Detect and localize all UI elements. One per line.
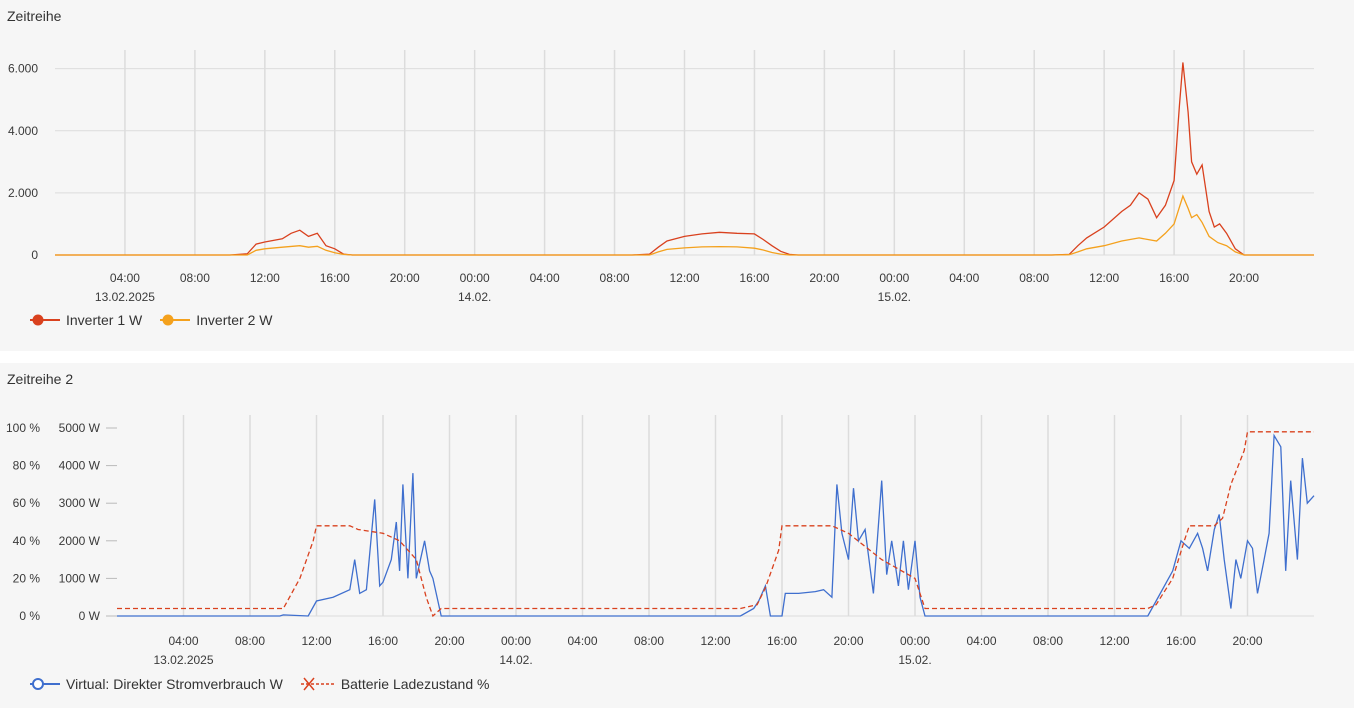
y-tick-label-right: 5000 W bbox=[59, 421, 101, 435]
y-tick-label-right: 0 W bbox=[79, 609, 101, 623]
legend-marker-icon bbox=[300, 677, 335, 691]
legend-label: Virtual: Direkter Stromverbrauch W bbox=[66, 676, 283, 692]
chart-1-legend: Inverter 1 W Inverter 2 W bbox=[30, 312, 291, 328]
y-tick-label-left: 40 % bbox=[13, 534, 41, 548]
legend-label: Inverter 1 W bbox=[66, 312, 143, 328]
legend-item-inverter1[interactable]: Inverter 1 W bbox=[30, 312, 142, 328]
chart-panel-2: Zeitreihe 2 04:00 13.02.2025 08:00 12:00 16:… bbox=[0, 363, 1354, 708]
chart-title: Zeitreihe bbox=[7, 8, 62, 24]
x-tick-sublabel: 15.02. bbox=[878, 290, 911, 304]
chart-1-plot: 04:00 13.02.2025 08:00 12:00 16:00 20:00 00:00… bbox=[8, 50, 1314, 304]
legend-label: Inverter 2 W bbox=[196, 312, 273, 328]
x-tick-label: 16:00 bbox=[1159, 271, 1189, 285]
legend-item-inverter2[interactable]: Inverter 2 W bbox=[160, 312, 273, 328]
x-tick-label: 00:00 bbox=[460, 271, 490, 285]
y-tick-label: 4.000 bbox=[8, 124, 38, 138]
y-tick-label-left: 100 % bbox=[6, 421, 40, 435]
x-tick-label: 16:00 bbox=[1166, 634, 1196, 648]
x-tick-label: 08:00 bbox=[600, 271, 630, 285]
x-tick-label: 12:00 bbox=[1089, 271, 1119, 285]
chart-2-plot: 04:00 13.02.2025 08:00 12:00 16:00 20:00 00:00… bbox=[6, 415, 1315, 667]
x-tick-label: 20:00 bbox=[1232, 634, 1262, 648]
legend-marker-icon bbox=[160, 314, 191, 326]
x-tick-sublabel: 13.02.2025 bbox=[153, 653, 213, 667]
series-line-1 bbox=[117, 433, 1315, 617]
legend-item-direct-consumption[interactable]: Virtual: Direkter Stromverbrauch W bbox=[30, 676, 283, 692]
y-tick-label-right: 3000 W bbox=[59, 496, 101, 510]
x-tick-label: 04:00 bbox=[530, 271, 560, 285]
x-tick-label: 04:00 bbox=[168, 634, 198, 648]
legend-label: Batterie Ladezustand % bbox=[340, 676, 490, 692]
legend-item-battery-soc[interactable]: Batterie Ladezustand % bbox=[300, 676, 490, 692]
x-tick-label: 08:00 bbox=[180, 271, 210, 285]
x-tick-label: 04:00 bbox=[110, 271, 140, 285]
x-tick-label: 04:00 bbox=[567, 634, 597, 648]
x-tick-label: 16:00 bbox=[368, 634, 398, 648]
x-tick-sublabel: 13.02.2025 bbox=[95, 290, 155, 304]
x-tick-label: 00:00 bbox=[900, 634, 930, 648]
legend-marker-icon bbox=[30, 314, 60, 326]
x-tick-label: 20:00 bbox=[809, 271, 839, 285]
x-tick-label: 04:00 bbox=[966, 634, 996, 648]
x-tick-label: 12:00 bbox=[1099, 634, 1129, 648]
x-tick-label: 00:00 bbox=[879, 271, 909, 285]
x-tick-label: 12:00 bbox=[669, 271, 699, 285]
x-tick-label: 12:00 bbox=[700, 634, 730, 648]
x-tick-sublabel: 15.02. bbox=[898, 653, 931, 667]
y-tick-label-right: 2000 W bbox=[59, 534, 101, 548]
y-tick-label-left: 20 % bbox=[13, 571, 41, 585]
x-tick-label: 16:00 bbox=[320, 271, 350, 285]
x-tick-label: 08:00 bbox=[1033, 634, 1063, 648]
x-tick-sublabel: 14.02. bbox=[458, 290, 491, 304]
x-tick-label: 20:00 bbox=[390, 271, 420, 285]
x-tick-label: 00:00 bbox=[501, 634, 531, 648]
legend-marker-icon bbox=[30, 678, 60, 690]
y-tick-label: 6.000 bbox=[8, 62, 38, 76]
x-tick-label: 16:00 bbox=[767, 634, 797, 648]
x-tick-label: 08:00 bbox=[1019, 271, 1049, 285]
y-tick-label: 0 bbox=[31, 248, 38, 262]
x-tick-label: 08:00 bbox=[634, 634, 664, 648]
x-tick-label: 08:00 bbox=[235, 634, 265, 648]
series-line-2 bbox=[117, 431, 1314, 618]
chart-2-legend: Virtual: Direkter Stromverbrauch W Batte… bbox=[30, 676, 507, 692]
y-tick-label-left: 60 % bbox=[13, 496, 41, 510]
x-tick-label: 20:00 bbox=[833, 634, 863, 648]
x-tick-label: 16:00 bbox=[739, 271, 769, 285]
y-tick-label-right: 1000 W bbox=[59, 571, 101, 585]
y-tick-label-right: 4000 W bbox=[59, 459, 101, 473]
x-tick-sublabel: 14.02. bbox=[499, 653, 532, 667]
x-tick-label: 12:00 bbox=[250, 271, 280, 285]
x-tick-label: 20:00 bbox=[1229, 271, 1259, 285]
x-tick-label: 04:00 bbox=[949, 271, 979, 285]
x-tick-label: 20:00 bbox=[434, 634, 464, 648]
y-tick-label-left: 80 % bbox=[13, 459, 41, 473]
chart-title: Zeitreihe 2 bbox=[7, 371, 74, 387]
y-tick-label: 2.000 bbox=[8, 186, 38, 200]
y-tick-label-left: 0 % bbox=[19, 609, 40, 623]
chart-panel-1: Zeitreihe 04:00 13.02.2025 08:00 12:00 16:00… bbox=[0, 0, 1354, 351]
x-tick-label: 12:00 bbox=[301, 634, 331, 648]
series-line-2 bbox=[55, 194, 1314, 256]
